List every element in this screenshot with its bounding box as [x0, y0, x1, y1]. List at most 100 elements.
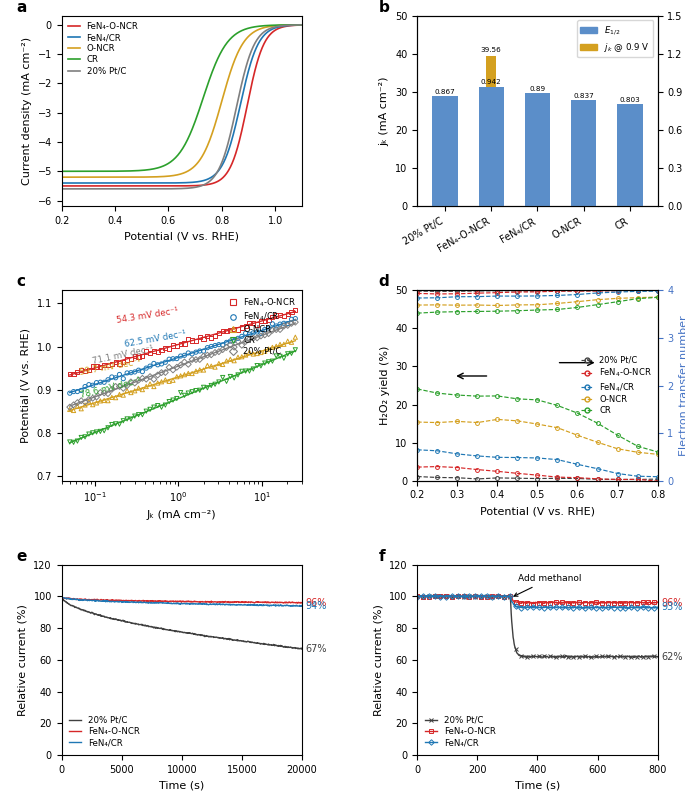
Point	[95, 425, 105, 438]
FeN₄-O-NCR	[100, 595, 108, 605]
Point	[206, 332, 216, 344]
Point	[79, 380, 90, 393]
FeN₄-O-NCR	[544, 598, 552, 607]
CR	[231, 30, 239, 39]
Point	[84, 427, 95, 440]
Point	[278, 317, 289, 330]
Point	[221, 375, 232, 388]
Legend: 20% Pt/C, FeN₄-O-NCR, FeN₄/CR: 20% Pt/C, FeN₄-O-NCR, FeN₄/CR	[421, 713, 499, 751]
Point	[64, 401, 75, 414]
O-NCR	[153, 172, 161, 181]
20% Pt/C	[611, 652, 619, 662]
20% Pt/C	[153, 184, 161, 193]
Point	[79, 399, 90, 411]
Point	[229, 323, 240, 336]
Point	[64, 387, 75, 400]
Point	[140, 345, 151, 358]
Point	[152, 368, 163, 381]
Line: FeN₄-O-NCR: FeN₄-O-NCR	[415, 593, 660, 606]
FeN₄/CR	[209, 172, 217, 181]
Point	[84, 378, 95, 391]
Point	[256, 327, 266, 340]
FeN₄/CR	[100, 596, 108, 606]
FeN₄/CR	[530, 603, 538, 613]
20% Pt/C	[413, 592, 421, 602]
FeN₄/CR	[544, 603, 552, 613]
Point	[152, 359, 163, 372]
Point	[68, 399, 79, 411]
Point	[286, 336, 297, 348]
Point	[133, 382, 144, 395]
Point	[125, 366, 136, 379]
Point	[232, 332, 243, 344]
Point	[221, 324, 232, 337]
Point	[133, 374, 144, 387]
Point	[217, 344, 228, 356]
FeN₄-O-NCR	[166, 597, 175, 606]
Point	[72, 400, 83, 413]
Text: b: b	[379, 0, 390, 15]
20% Pt/C	[58, 591, 66, 601]
Bar	[525, 93, 550, 206]
FeN₄/CR	[649, 603, 657, 613]
Line: FeN₄/CR: FeN₄/CR	[415, 593, 660, 610]
Legend: FeN$_4$-O-NCR, FeN$_4$/CR, O-NCR, CR, 20% Pt/C: FeN$_4$-O-NCR, FeN$_4$/CR, O-NCR, CR, 20…	[228, 295, 298, 357]
Point	[103, 359, 114, 372]
Y-axis label: jₖ (mA cm⁻²): jₖ (mA cm⁻²)	[379, 77, 390, 146]
Point	[210, 329, 221, 342]
Point	[118, 389, 129, 402]
Point	[179, 337, 190, 350]
Point	[114, 368, 125, 381]
Point	[125, 352, 136, 365]
Point	[84, 393, 95, 406]
20% Pt/C	[166, 626, 175, 635]
FeN₄-O-NCR	[136, 181, 144, 191]
Point	[137, 365, 148, 378]
FeN₄-O-NCR	[557, 598, 565, 608]
Point	[110, 380, 121, 393]
Text: 3.8: 3.8	[532, 184, 543, 189]
Bar	[440, 199, 450, 206]
FeN₄-O-NCR	[238, 597, 247, 606]
Bar	[486, 56, 496, 206]
Point	[171, 361, 182, 374]
FeN₄-O-NCR	[528, 598, 536, 608]
Point	[133, 351, 144, 364]
Point	[114, 357, 125, 370]
FeN₄-O-NCR	[611, 597, 619, 606]
Point	[225, 324, 236, 336]
Point	[195, 344, 206, 357]
Point	[225, 335, 236, 348]
FeN₄/CR	[286, 602, 295, 611]
Point	[248, 327, 259, 340]
Point	[76, 431, 87, 444]
Point	[232, 335, 243, 348]
Point	[244, 316, 255, 329]
FeN₄/CR	[153, 178, 161, 188]
Bar	[432, 97, 458, 206]
Point	[236, 350, 247, 363]
Point	[282, 317, 293, 330]
Point	[240, 335, 251, 348]
Point	[214, 345, 225, 358]
Y-axis label: Current density (mA cm⁻²): Current density (mA cm⁻²)	[22, 38, 32, 185]
Point	[256, 329, 266, 342]
Point	[95, 386, 105, 399]
FeN₄/CR	[199, 599, 208, 609]
Point	[195, 331, 206, 344]
Point	[179, 356, 190, 368]
Point	[244, 364, 255, 377]
Point	[198, 350, 209, 363]
Point	[214, 326, 225, 339]
Point	[79, 431, 90, 443]
Text: d: d	[379, 275, 390, 289]
Point	[87, 392, 98, 404]
Point	[248, 348, 259, 360]
Point	[114, 388, 125, 401]
Bar	[579, 205, 588, 206]
Text: 0.803: 0.803	[619, 97, 640, 103]
CR	[232, 29, 240, 38]
Point	[122, 367, 133, 380]
X-axis label: Potential (V vs. RHE): Potential (V vs. RHE)	[124, 232, 239, 242]
Point	[122, 412, 133, 425]
